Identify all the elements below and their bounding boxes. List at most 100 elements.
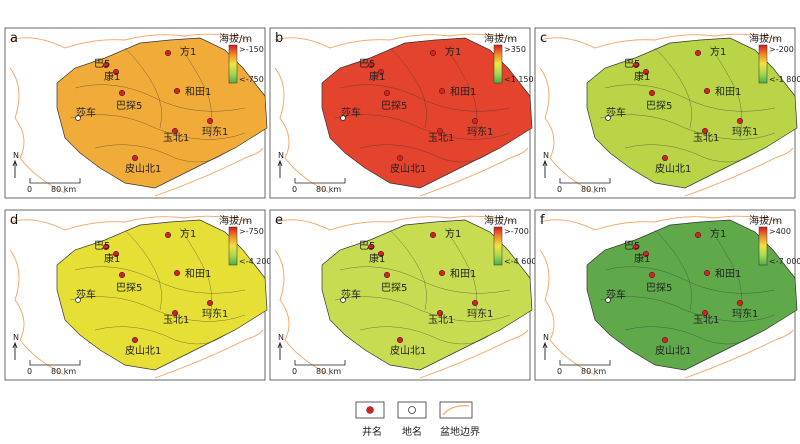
legend-boundary-label: 盆地边界 <box>440 425 480 438</box>
contour-line <box>334 114 511 140</box>
place-label: 莎车 <box>606 288 626 301</box>
basin-boundary <box>539 67 596 194</box>
distance-scale-bar <box>559 178 611 184</box>
well-marker-well_7 <box>206 117 214 125</box>
well-label-well_6: 玉北1 <box>428 132 454 144</box>
place-label: 莎车 <box>341 288 361 301</box>
north-arrow-icon <box>12 341 18 360</box>
place-label: 莎车 <box>76 288 96 301</box>
color-scale <box>228 44 238 84</box>
basin-boundary <box>274 67 331 194</box>
well-marker-well_1 <box>429 231 437 239</box>
well-label-well_2: 巴5 <box>94 58 110 70</box>
well-marker-well_4 <box>118 89 126 97</box>
well-label-well_2: 巴5 <box>359 240 375 252</box>
scale-min: <-7 000 <box>769 257 800 266</box>
contour-line <box>599 114 776 140</box>
well-marker-well_7 <box>471 299 479 307</box>
scale-max: >-750 <box>239 227 264 236</box>
well-marker-well_6 <box>171 309 179 317</box>
well-marker-well_4 <box>648 271 656 279</box>
contour-line <box>74 84 246 112</box>
well-label-well_5: 和田1 <box>185 268 211 280</box>
contour-line <box>124 47 162 129</box>
contour-line <box>624 144 756 163</box>
well-marker-well_4 <box>118 271 126 279</box>
well-marker-well_2 <box>632 61 640 69</box>
well-label-well_4: 巴探5 <box>116 99 142 112</box>
basin-boundary <box>539 249 596 376</box>
well-marker-well_8 <box>396 154 404 162</box>
basin-boundary <box>274 215 516 231</box>
north-label: N <box>543 151 549 160</box>
place-marker <box>340 115 346 121</box>
well-marker-well_5 <box>173 87 181 95</box>
well-marker-well_5 <box>438 87 446 95</box>
distance-label: 80 km <box>316 185 341 194</box>
basin-boundary <box>274 33 516 49</box>
well-marker-well_3 <box>112 250 120 258</box>
well-marker-well_1 <box>694 49 702 57</box>
well-marker-well_3 <box>642 250 650 258</box>
well-marker-well_1 <box>164 231 172 239</box>
contour-line <box>339 84 511 112</box>
well-marker-well_6 <box>701 127 709 135</box>
scale-min: <-750 <box>239 75 264 84</box>
well-marker-well_4 <box>383 271 391 279</box>
well-marker-well_7 <box>471 117 479 125</box>
well-label-well_5: 和田1 <box>450 268 476 280</box>
distance-scale-bar <box>294 360 346 366</box>
scale-title: 海拔/m <box>749 32 782 45</box>
well-marker-well_6 <box>436 127 444 135</box>
panel-letter: d <box>10 213 18 228</box>
legend-boundary-box <box>439 401 473 419</box>
contour-line <box>389 47 427 129</box>
contour-line <box>624 326 756 345</box>
well-marker-well_3 <box>112 68 120 76</box>
scale-max: >400 <box>769 227 791 236</box>
well-marker-well_3 <box>642 68 650 76</box>
scale-max: >-150 <box>239 45 264 54</box>
basin-boundary <box>9 33 251 49</box>
well-label-well_6: 玉北1 <box>163 132 189 144</box>
contour-line <box>599 296 776 322</box>
well-marker-well_1 <box>429 49 437 57</box>
scale-title: 海拔/m <box>484 32 517 45</box>
well-label-well_5: 和田1 <box>715 86 741 98</box>
panel-letter: f <box>540 213 545 228</box>
well-label-well_3: 康1 <box>369 70 385 83</box>
basin-boundary <box>684 329 794 379</box>
well-marker-well_8 <box>131 154 139 162</box>
basin-boundary <box>539 33 781 49</box>
scale-min: <-1 800 <box>769 75 800 84</box>
scale-min: <-4 200 <box>239 257 272 266</box>
scale-title: 海拔/m <box>219 214 252 227</box>
distance-zero: 0 <box>557 185 562 194</box>
well-marker-well_8 <box>396 336 404 344</box>
north-label: N <box>278 151 284 160</box>
scale-title: 海拔/m <box>484 214 517 227</box>
color-scale <box>758 44 768 84</box>
basin-boundary <box>154 147 264 197</box>
color-scale <box>493 226 503 266</box>
contour-line <box>389 229 427 311</box>
well-label-well_6: 玉北1 <box>428 314 454 326</box>
distance-label: 80 km <box>581 185 606 194</box>
distance-zero: 0 <box>292 185 297 194</box>
contour-line <box>359 326 491 345</box>
north-arrow-icon <box>277 159 283 178</box>
place-label: 莎车 <box>341 106 361 119</box>
legend-place-label: 地名 <box>402 425 422 438</box>
distance-label: 80 km <box>51 367 76 376</box>
contour-line <box>69 114 246 140</box>
well-label-well_4: 巴探5 <box>646 281 672 294</box>
legend-place-icon <box>408 406 416 414</box>
distance-scale-bar <box>29 360 81 366</box>
north-label: N <box>13 151 19 160</box>
north-arrow-icon <box>277 341 283 360</box>
distance-label: 80 km <box>316 367 341 376</box>
north-label: N <box>13 333 19 342</box>
contour-line <box>654 47 692 129</box>
well-label-well_8: 皮山北1 <box>655 344 691 357</box>
